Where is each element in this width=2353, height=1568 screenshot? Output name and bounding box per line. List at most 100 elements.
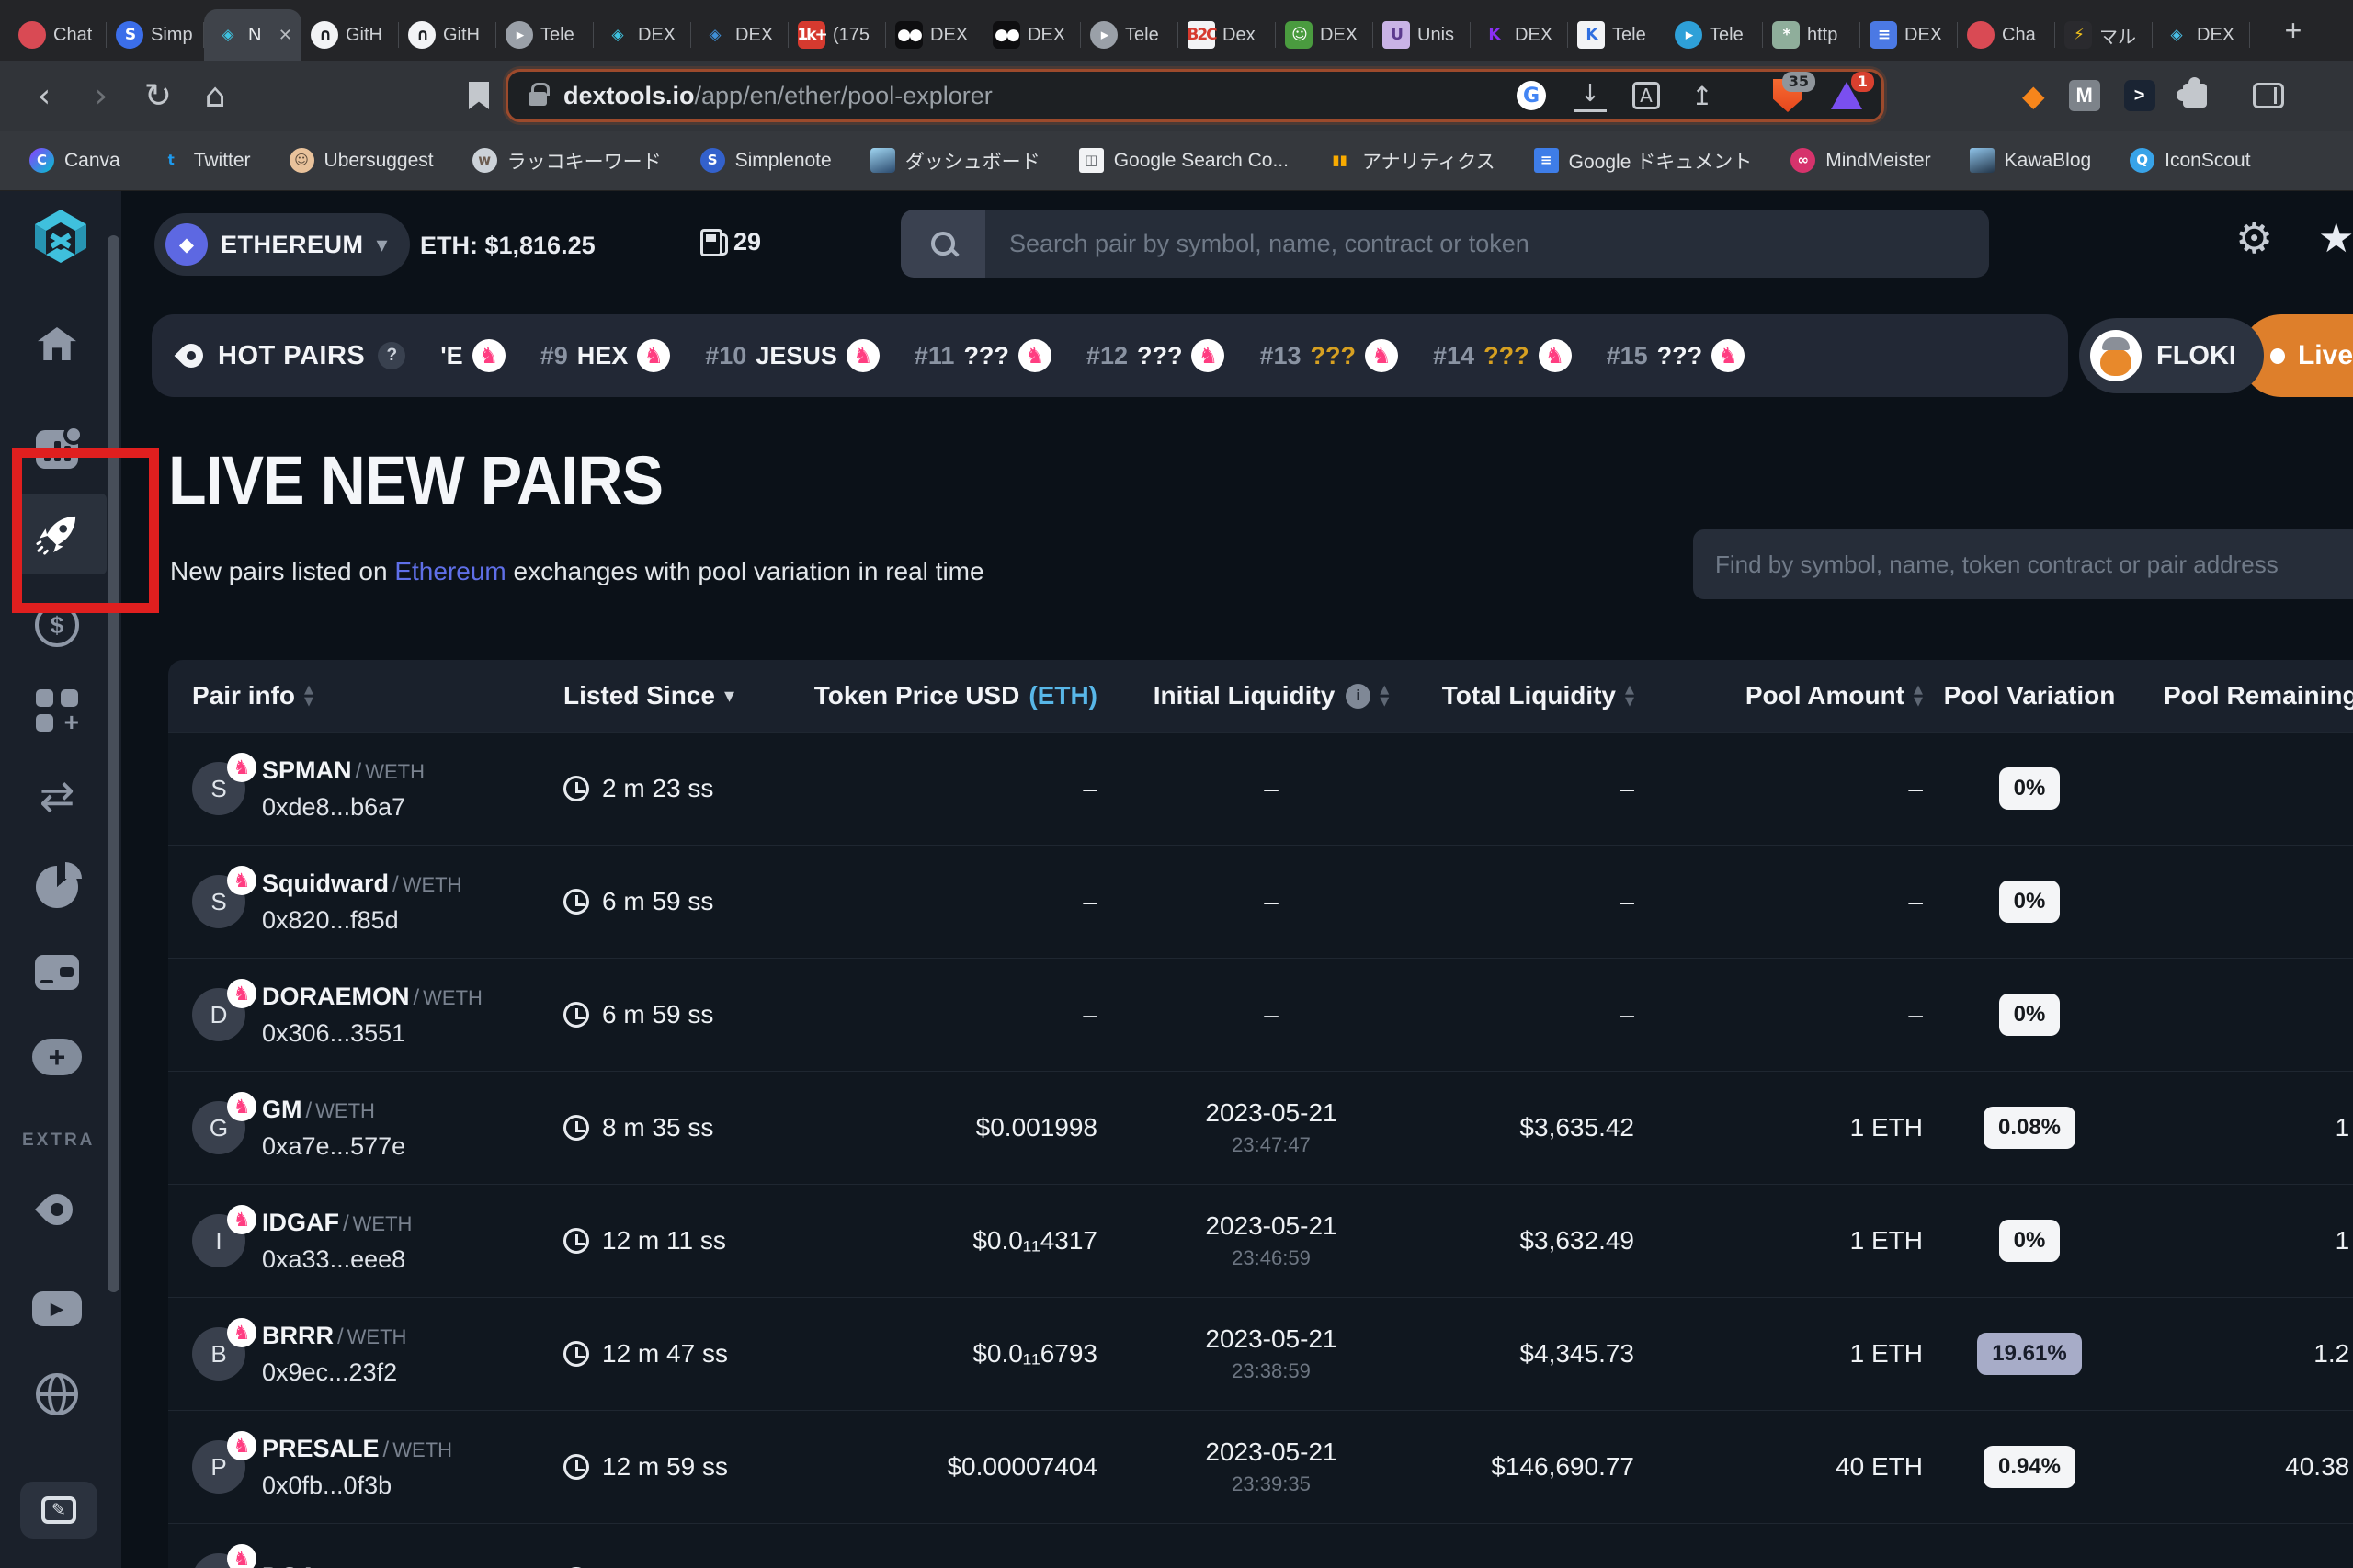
pair-name[interactable]: DGA/WETH [262,1562,390,1568]
address-bar[interactable]: dextools.io/app/en/ether/pool-explorer G… [506,69,1884,122]
table-row[interactable]: P♞ PRESALE/WETH 0x0fb...0f3b 12 m 59 ss … [168,1410,2353,1523]
hot-pair-item[interactable]: #9 HEX ♞ [540,339,671,372]
browser-tab[interactable]: * http [1763,9,1860,61]
browser-tab[interactable]: B2C Dex [1178,9,1276,61]
brave-shield-icon[interactable]: 35 [1771,79,1804,112]
pair-address[interactable]: 0x9ec...23f2 [262,1358,406,1387]
header-pool-amount[interactable]: Pool Amount▲▼ [1653,681,1928,710]
browser-tab[interactable]: ●● DEX [983,9,1081,61]
sidebar-item-youtube[interactable]: ▶ [29,1281,85,1336]
extension-m-icon[interactable]: M [2069,80,2100,111]
sidebar-item-multiswap[interactable]: ⇄ [29,768,85,824]
share-icon[interactable]: ↥ [1686,79,1719,112]
bookmark-item[interactable]: t Twitter [159,148,251,173]
browser-tab[interactable]: ◈ DEX [691,9,789,61]
browser-tab[interactable]: ●● DEX [886,9,983,61]
pair-name[interactable]: SPMAN/WETH [262,756,425,785]
bookmark-item[interactable]: ▮▮ アナリティクス [1327,147,1495,175]
table-row[interactable]: S♞ Squidward/WETH 0x820...f85d 6 m 59 ss… [168,845,2353,958]
browser-tab[interactable]: ∩ GitH [399,9,496,61]
download-icon[interactable]: ↓ [1574,79,1607,112]
browser-tab[interactable]: Chat [9,9,107,61]
url-text[interactable]: dextools.io/app/en/ether/pool-explorer [563,82,993,110]
sidebar-item-hot[interactable] [29,1182,85,1237]
browser-tab[interactable]: ∩ GitH [301,9,399,61]
table-row[interactable]: D♞ DORAEMON/WETH 0x306...3551 6 m 59 ss … [168,958,2353,1071]
pair-address[interactable]: 0xa33...eee8 [262,1245,412,1274]
translate-icon[interactable]: A [1632,82,1660,109]
pair-name[interactable]: GM/WETH [262,1095,405,1124]
header-pool-variation[interactable]: Pool Variation [1928,681,2131,710]
find-pair-field[interactable] [1693,529,2353,599]
bookmark-icon[interactable] [469,82,489,109]
table-row[interactable]: I♞ IDGAF/WETH 0xa33...eee8 12 m 11 ss $0… [168,1184,2353,1297]
sidebar-item-feedback[interactable]: ✎ [20,1482,97,1539]
bookmark-item[interactable]: ≡ Google ドキュメント [1534,147,1753,175]
browser-tab[interactable]: U Unis [1373,9,1471,61]
new-tab-button[interactable]: + [2270,7,2316,53]
bookmark-item[interactable]: Q IconScout [2130,148,2250,173]
browser-tab[interactable]: 1k+ (175 [789,9,886,61]
browser-tab[interactable]: ▸ Tele [1081,9,1178,61]
pair-address[interactable]: 0xa7e...577e [262,1132,405,1161]
hot-pair-item[interactable]: #12 ??? ♞ [1086,339,1225,372]
browser-tab[interactable]: ◈ DEX [2153,9,2250,61]
pair-name[interactable]: Squidward/WETH [262,869,461,898]
header-listed-since[interactable]: Listed Since▾ [563,681,802,710]
pair-search[interactable] [901,210,1989,278]
info-icon[interactable]: i [1346,684,1370,709]
pair-address[interactable]: 0x306...3551 [262,1019,483,1048]
header-pool-remaining[interactable]: Pool Remaining [2131,681,2353,710]
bookmark-item[interactable]: C Canva [29,148,120,173]
sidebar-item-add[interactable]: + [29,1029,85,1085]
settings-gear-icon[interactable]: ⚙ [2235,213,2273,263]
extensions-puzzle-icon[interactable] [2183,84,2207,108]
browser-tab[interactable]: ▸ Tele [496,9,594,61]
search-input[interactable] [985,210,1989,278]
browser-tab[interactable]: S Simp [107,9,204,61]
header-initial-liquidity[interactable]: Initial Liquidityi▲▼ [1120,681,1423,710]
forward-button[interactable]: › [77,77,125,115]
pair-address[interactable]: 0x820...f85d [262,906,461,935]
bookmark-item[interactable]: ◫ Google Search Co... [1079,148,1289,173]
browser-tab[interactable]: ☺ DEX [1276,9,1373,61]
pair-name[interactable]: DORAEMON/WETH [262,982,483,1011]
home-button[interactable]: ⌂ [191,77,239,115]
browser-tab[interactable]: Cha [1958,9,2055,61]
hot-pair-item[interactable]: #11 ??? ♞ [915,339,1051,372]
pair-name[interactable]: PRESALE/WETH [262,1434,452,1463]
hot-pair-item[interactable]: #10 JESUS ♞ [705,339,880,372]
header-token-price[interactable]: Token Price USD(ETH) [802,681,1120,710]
hot-pair-item[interactable]: 'E ♞ [440,339,505,372]
metamask-icon[interactable]: ◆ [2022,78,2045,113]
hot-pair-item[interactable]: #15 ??? ♞ [1607,339,1745,372]
hot-pair-item[interactable]: #13 ??? ♞ [1259,339,1398,372]
sidebar-item-wallet[interactable] [29,945,85,1000]
header-total-liquidity[interactable]: Total Liquidity▲▼ [1423,681,1653,710]
back-button[interactable]: ‹ [20,77,68,115]
table-row[interactable]: S♞ SPMAN/WETH 0xde8...b6a7 2 m 23 ss – –… [168,732,2353,845]
pair-address[interactable]: 0x0fb...0f3b [262,1471,452,1500]
favorites-star-icon[interactable]: ★ [2318,215,2353,262]
sidebar-item-pairs[interactable] [29,683,85,738]
bookmark-item[interactable]: S Simplenote [700,148,832,173]
sidebar-item-pie-explorer[interactable] [29,859,85,915]
ethereum-link[interactable]: Ethereum [394,557,506,585]
browser-tab[interactable]: ≡ DEX [1860,9,1958,61]
table-row[interactable]: D♞ DGA/WETH [168,1523,2353,1568]
browser-tab[interactable]: K DEX [1471,9,1568,61]
pair-name[interactable]: IDGAF/WETH [262,1208,412,1237]
bookmark-item[interactable]: ダッシュボード [870,147,1040,175]
sidebar-panel-icon[interactable] [2253,83,2284,108]
pair-address[interactable]: 0xde8...b6a7 [262,793,425,822]
help-icon[interactable]: ? [378,342,405,369]
reload-button[interactable]: ↻ [134,77,182,115]
browser-tab[interactable]: ◈ N ✕ [204,9,301,61]
table-row[interactable]: G♞ GM/WETH 0xa7e...577e 8 m 35 ss $0.001… [168,1071,2353,1184]
chain-selector[interactable]: ◆ ETHEREUM ▾ [154,213,410,276]
dextools-logo[interactable] [24,204,97,268]
sidebar-item-website[interactable] [29,1367,85,1422]
bookmark-item[interactable]: w ラッコキーワード [472,147,662,175]
browser-tab[interactable]: ▸ Tele [1665,9,1763,61]
header-pair-info[interactable]: Pair info▲▼ [168,681,563,710]
